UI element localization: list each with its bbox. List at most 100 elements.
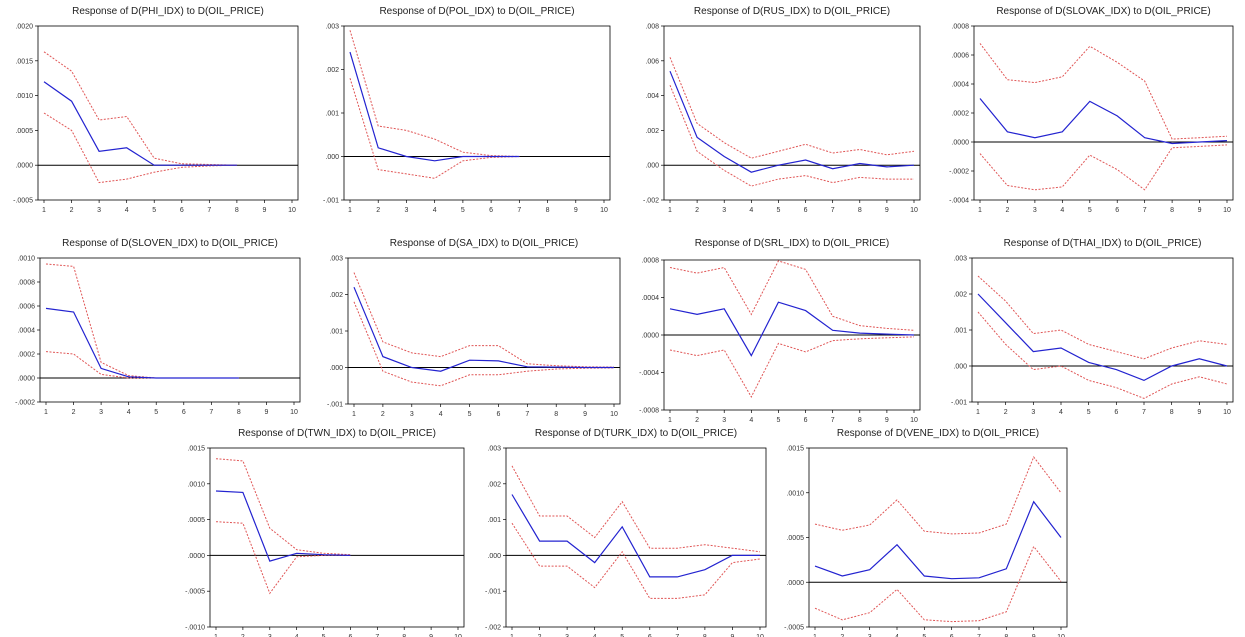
plot-frame <box>505 447 767 628</box>
y-tick-label: .0005 <box>15 128 33 135</box>
confidence-band-upper <box>43 51 237 166</box>
x-tick-label: 5 <box>461 207 465 214</box>
x-tick-label: 2 <box>695 207 699 214</box>
y-tick-label: .003 <box>953 256 967 263</box>
irf-chart: Response of D(SLOVAK_IDX) to D(OIL_PRICE… <box>949 6 1234 214</box>
x-tick-label: 3 <box>99 409 103 416</box>
plot-frame <box>37 25 299 201</box>
irf-chart: Response of D(TURK_IDX) to D(OIL_PRICE) -… <box>485 428 767 637</box>
x-tick-label: 4 <box>1059 409 1063 416</box>
chart-title: Response of D(THAI_IDX) to D(OIL_PRICE) <box>1004 238 1202 249</box>
x-tick-label: 8 <box>235 207 239 214</box>
x-tick-label: 2 <box>70 207 74 214</box>
x-tick-label: 2 <box>1005 207 1009 214</box>
chart-title: Response of D(SRL_IDX) to D(OIL_PRICE) <box>695 238 890 249</box>
y-tick-label: .0020 <box>15 24 33 31</box>
y-tick-label: .0008 <box>951 24 969 31</box>
x-tick-label: 6 <box>804 207 808 214</box>
y-tick-label: .0010 <box>786 490 804 497</box>
x-tick-label: 9 <box>1197 409 1201 416</box>
y-tick-label: .0005 <box>786 535 804 542</box>
plot-frame <box>663 25 921 201</box>
confidence-band-lower <box>349 78 520 179</box>
y-tick-label: .0015 <box>786 446 804 453</box>
y-tick-label: .0006 <box>951 53 969 60</box>
x-tick-label: 2 <box>840 634 844 637</box>
x-tick-label: 6 <box>648 634 652 637</box>
x-tick-label: 1 <box>978 207 982 214</box>
irf-panel: Response of D(SA_IDX) to D(OIL_PRICE) -.0… <box>310 232 621 418</box>
x-tick-label: 10 <box>1223 409 1231 416</box>
plot-frame <box>343 25 611 201</box>
y-tick-label: .0015 <box>15 58 33 65</box>
response-line <box>215 490 351 562</box>
x-tick-label: 5 <box>776 417 780 424</box>
x-tick-label: 2 <box>695 417 699 424</box>
chart-title: Response of D(TWN_IDX) to D(OIL_PRICE) <box>238 428 436 439</box>
confidence-band-upper <box>45 263 239 379</box>
y-tick-label: .001 <box>487 517 501 524</box>
x-tick-label: 3 <box>1031 409 1035 416</box>
x-tick-label: 10 <box>610 411 618 418</box>
x-tick-label: 10 <box>1057 634 1065 637</box>
x-tick-label: 4 <box>895 634 899 637</box>
x-tick-label: 1 <box>510 634 514 637</box>
x-tick-label: 9 <box>264 409 268 416</box>
y-tick-label: -.001 <box>323 198 339 205</box>
y-tick-label: -.0010 <box>185 625 205 632</box>
confidence-band-lower <box>979 144 1228 191</box>
response-line <box>669 70 915 173</box>
x-tick-label: 3 <box>1033 207 1037 214</box>
x-tick-label: 7 <box>977 634 981 637</box>
y-tick-label: .002 <box>329 292 343 299</box>
y-tick-label: -.0004 <box>949 198 969 205</box>
x-tick-label: 8 <box>703 634 707 637</box>
x-tick-label: 7 <box>517 207 521 214</box>
y-tick-label: .0004 <box>641 295 659 302</box>
confidence-band-lower <box>977 311 1228 399</box>
plot-frame <box>209 447 465 628</box>
irf-chart: Response of D(RUS_IDX) to D(OIL_PRICE) -.… <box>643 6 921 214</box>
response-line <box>977 293 1228 382</box>
y-tick-label: .0000 <box>17 376 35 383</box>
x-tick-label: 3 <box>97 207 101 214</box>
y-tick-label: .0006 <box>17 304 35 311</box>
x-tick-label: 7 <box>525 411 529 418</box>
irf-panel: Response of D(SLOVAK_IDX) to D(OIL_PRICE… <box>930 0 1245 214</box>
chart-title: Response of D(VENE_IDX) to D(OIL_PRICE) <box>837 428 1039 439</box>
y-tick-label: .002 <box>325 67 339 74</box>
confidence-band-upper <box>215 458 351 556</box>
y-tick-label: .008 <box>645 24 659 31</box>
x-tick-label: 9 <box>1198 207 1202 214</box>
response-line <box>979 98 1228 145</box>
plot-frame <box>971 257 1234 403</box>
x-tick-label: 1 <box>668 207 672 214</box>
y-tick-label: -.0008 <box>639 408 659 415</box>
x-tick-label: 5 <box>922 634 926 637</box>
x-tick-label: 2 <box>1004 409 1008 416</box>
x-tick-label: 4 <box>127 409 131 416</box>
y-tick-label: -.002 <box>643 198 659 205</box>
y-tick-label: -.001 <box>485 589 501 596</box>
y-tick-label: .000 <box>329 365 343 372</box>
x-tick-label: 3 <box>410 411 414 418</box>
response-line <box>349 51 520 162</box>
confidence-band-lower <box>511 522 761 599</box>
x-tick-label: 5 <box>1088 207 1092 214</box>
y-tick-label: .0004 <box>17 328 35 335</box>
x-tick-label: 7 <box>1143 207 1147 214</box>
y-tick-label: .002 <box>487 481 501 488</box>
x-tick-label: 1 <box>44 409 48 416</box>
x-tick-label: 3 <box>268 634 272 637</box>
chart-title: Response of D(PHI_IDX) to D(OIL_PRICE) <box>72 6 264 17</box>
x-tick-label: 8 <box>858 207 862 214</box>
x-tick-label: 4 <box>749 417 753 424</box>
confidence-band-upper <box>979 43 1228 140</box>
x-tick-label: 7 <box>831 207 835 214</box>
y-tick-label: .002 <box>953 292 967 299</box>
y-tick-label: -.0002 <box>949 169 969 176</box>
x-tick-label: 1 <box>813 634 817 637</box>
chart-title: Response of D(RUS_IDX) to D(OIL_PRICE) <box>694 6 890 17</box>
confidence-band-upper <box>511 465 761 553</box>
x-tick-label: 8 <box>1170 207 1174 214</box>
